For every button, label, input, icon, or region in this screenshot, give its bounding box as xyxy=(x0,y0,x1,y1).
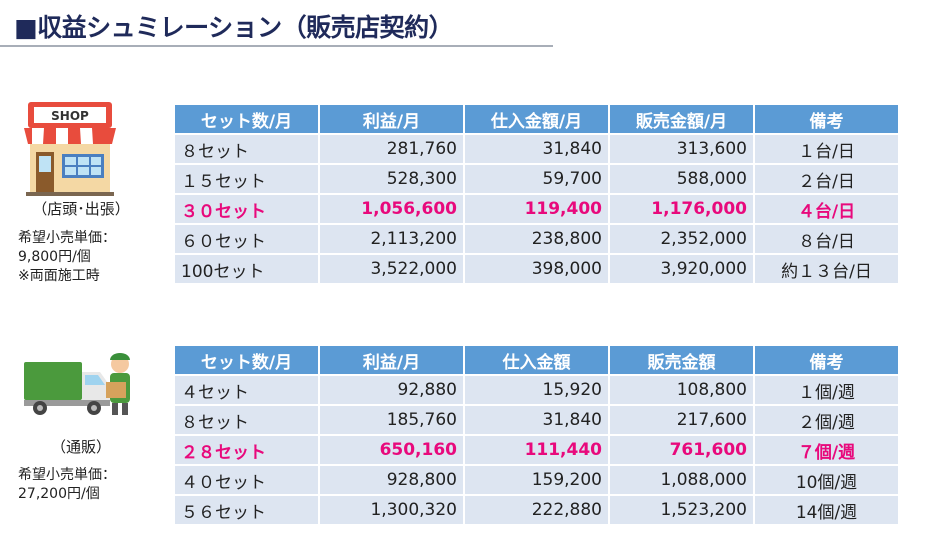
mail-order-info: （通販） 希望小売単価： 27,200円/個 xyxy=(6,436,156,504)
cell-sets: 100セット xyxy=(175,255,318,283)
cell-note: １台/日 xyxy=(755,135,898,163)
cell-note: 約１３台/日 xyxy=(755,255,898,283)
cell-sets: ６０セット xyxy=(175,225,318,253)
cell-note: １個/週 xyxy=(755,376,898,404)
table-row: ６０セット 2,113,200 238,800 2,352,000 ８台/日 xyxy=(175,225,898,253)
cell-sets: ８セット xyxy=(175,406,318,434)
table-row: ４セット 92,880 15,920 108,800 １個/週 xyxy=(175,376,898,404)
delivery-truck-icon xyxy=(24,353,130,415)
cell-profit: 928,800 xyxy=(320,466,463,494)
page-title: ■収益シュミレーション（販売店契約） xyxy=(14,13,454,42)
mail-price-value: 27,200円/個 xyxy=(18,486,100,502)
cell-purchase: 59,700 xyxy=(465,165,608,193)
mail-price: 希望小売単価： 27,200円/個 xyxy=(6,466,156,504)
mail-price-label: 希望小売単価： xyxy=(18,467,116,483)
shop-info: （店頭･出張） 希望小売単価： 9,800円/個 ※両面施工時 xyxy=(6,198,156,286)
cell-note: ８台/日 xyxy=(755,225,898,253)
cell-purchase: 31,840 xyxy=(465,406,608,434)
cell-note: ７個/週 xyxy=(755,436,898,464)
shop-price: 希望小売単価： 9,800円/個 ※両面施工時 xyxy=(6,229,156,286)
shop-caption: （店頭･出張） xyxy=(32,200,130,218)
cell-sets: ５６セット xyxy=(175,496,318,524)
table-row-highlight: ３０セット 1,056,600 119,400 1,176,000 ４台/日 xyxy=(175,195,898,223)
cell-sets: ４セット xyxy=(175,376,318,404)
cell-sets: ４０セット xyxy=(175,466,318,494)
col-header-purchase: 仕入金額/月 xyxy=(465,105,608,133)
cell-sales: 3,920,000 xyxy=(610,255,753,283)
col-header-sets: セット数/月 xyxy=(175,346,318,374)
cell-sales: 108,800 xyxy=(610,376,753,404)
table-header-row: セット数/月 利益/月 仕入金額 販売金額 備考 xyxy=(175,346,898,374)
col-header-profit: 利益/月 xyxy=(320,346,463,374)
shop-icon: SHOP xyxy=(24,102,116,196)
table-row: 100セット 3,522,000 398,000 3,920,000 約１３台/… xyxy=(175,255,898,283)
cell-purchase: 222,880 xyxy=(465,496,608,524)
title-divider xyxy=(0,45,553,47)
shop-sign-text: SHOP xyxy=(51,109,89,123)
table-row: ８セット 281,760 31,840 313,600 １台/日 xyxy=(175,135,898,163)
table-row: ８セット 185,760 31,840 217,600 ２個/週 xyxy=(175,406,898,434)
cell-profit: 650,160 xyxy=(320,436,463,464)
col-header-note: 備考 xyxy=(755,105,898,133)
shop-price-value: 9,800円/個 xyxy=(18,249,91,265)
table-row: ５６セット 1,300,320 222,880 1,523,200 14個/週 xyxy=(175,496,898,524)
cell-profit: 185,760 xyxy=(320,406,463,434)
cell-sales: 1,088,000 xyxy=(610,466,753,494)
col-header-sales: 販売金額/月 xyxy=(610,105,753,133)
cell-sets: ８セット xyxy=(175,135,318,163)
cell-note: 10個/週 xyxy=(755,466,898,494)
col-header-profit: 利益/月 xyxy=(320,105,463,133)
cell-profit: 281,760 xyxy=(320,135,463,163)
col-header-note: 備考 xyxy=(755,346,898,374)
cell-profit: 3,522,000 xyxy=(320,255,463,283)
cell-note: ２個/週 xyxy=(755,406,898,434)
table-row: ４０セット 928,800 159,200 1,088,000 10個/週 xyxy=(175,466,898,494)
cell-sales: 1,176,000 xyxy=(610,195,753,223)
cell-profit: 1,056,600 xyxy=(320,195,463,223)
cell-sales: 761,600 xyxy=(610,436,753,464)
cell-profit: 528,300 xyxy=(320,165,463,193)
cell-purchase: 15,920 xyxy=(465,376,608,404)
shop-price-note: ※両面施工時 xyxy=(18,268,100,284)
cell-sets: １５セット xyxy=(175,165,318,193)
cell-sets: ３０セット xyxy=(175,195,318,223)
cell-sales: 2,352,000 xyxy=(610,225,753,253)
mail-caption: （通販） xyxy=(50,438,111,456)
cell-purchase: 31,840 xyxy=(465,135,608,163)
cell-sales: 588,000 xyxy=(610,165,753,193)
table-header-row: セット数/月 利益/月 仕入金額/月 販売金額/月 備考 xyxy=(175,105,898,133)
cell-purchase: 238,800 xyxy=(465,225,608,253)
shop-simulation-table: セット数/月 利益/月 仕入金額/月 販売金額/月 備考 ８セット 281,76… xyxy=(173,103,900,285)
cell-profit: 92,880 xyxy=(320,376,463,404)
cell-note: ２台/日 xyxy=(755,165,898,193)
cell-profit: 1,300,320 xyxy=(320,496,463,524)
cell-profit: 2,113,200 xyxy=(320,225,463,253)
cell-purchase: 398,000 xyxy=(465,255,608,283)
cell-purchase: 159,200 xyxy=(465,466,608,494)
cell-sets: ２８セット xyxy=(175,436,318,464)
cell-purchase: 119,400 xyxy=(465,195,608,223)
cell-sales: 1,523,200 xyxy=(610,496,753,524)
col-header-purchase: 仕入金額 xyxy=(465,346,608,374)
cell-purchase: 111,440 xyxy=(465,436,608,464)
cell-note: 14個/週 xyxy=(755,496,898,524)
col-header-sales: 販売金額 xyxy=(610,346,753,374)
table-row: １５セット 528,300 59,700 588,000 ２台/日 xyxy=(175,165,898,193)
cell-sales: 217,600 xyxy=(610,406,753,434)
col-header-sets: セット数/月 xyxy=(175,105,318,133)
cell-sales: 313,600 xyxy=(610,135,753,163)
cell-note: ４台/日 xyxy=(755,195,898,223)
table-row-highlight: ２８セット 650,160 111,440 761,600 ７個/週 xyxy=(175,436,898,464)
mail-simulation-table: セット数/月 利益/月 仕入金額 販売金額 備考 ４セット 92,880 15,… xyxy=(173,344,900,526)
shop-price-label: 希望小売単価： xyxy=(18,230,116,246)
